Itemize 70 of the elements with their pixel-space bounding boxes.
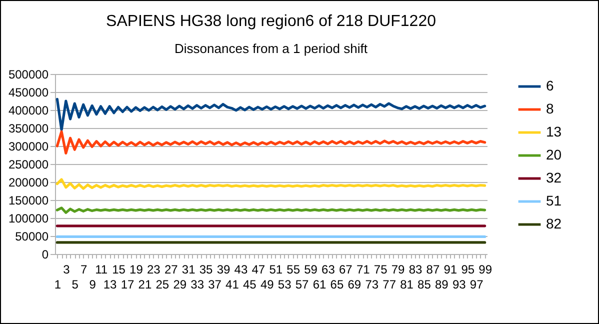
x-tick-label: 23: [147, 262, 161, 276]
y-tick-label: 150000: [8, 194, 49, 208]
x-tick-label: 91: [444, 262, 458, 276]
x-tick-label: 85: [418, 278, 432, 292]
x-tick-label: 33: [190, 278, 204, 292]
x-tick-label: 59: [304, 262, 318, 276]
x-tick-label: 21: [138, 278, 152, 292]
chart-title: SAPIENS HG38 long region6 of 218 DUF1220: [106, 13, 436, 30]
x-tick-label: 27: [164, 262, 178, 276]
x-tick-label: 99: [478, 262, 492, 276]
y-tick-label: 450000: [8, 86, 49, 100]
x-tick-label: 47: [252, 262, 266, 276]
legend-label: 6: [546, 78, 554, 94]
x-tick-label: 15: [112, 262, 126, 276]
y-tick-label: 100000: [8, 212, 49, 226]
x-tick-label: 5: [72, 278, 79, 292]
x-tick-label: 7: [80, 262, 88, 276]
x-tick-label: 93: [452, 278, 466, 292]
x-tick-label: 81: [400, 278, 414, 292]
x-tick-label: 95: [461, 262, 475, 276]
x-tick-label: 53: [278, 278, 292, 292]
x-tick-label: 87: [426, 262, 440, 276]
legend-label: 32: [546, 170, 562, 186]
y-tick-label: 250000: [8, 158, 49, 172]
y-tick-label: 300000: [8, 140, 49, 154]
x-tick-label: 49: [260, 278, 274, 292]
x-tick-label: 29: [173, 278, 187, 292]
x-tick-label: 25: [156, 278, 170, 292]
x-tick-label: 11: [95, 262, 108, 276]
x-tick-label: 89: [435, 278, 449, 292]
y-tick-label: 50000: [15, 230, 49, 244]
x-tick-label: 39: [216, 262, 230, 276]
x-tick-label: 55: [286, 262, 300, 276]
x-tick-label: 45: [243, 278, 257, 292]
x-tick-label: 97: [470, 278, 484, 292]
legend-label: 8: [546, 100, 554, 116]
x-tick-label: 63: [322, 262, 336, 276]
x-tick-label: 69: [348, 278, 362, 292]
x-tick-label: 75: [374, 262, 388, 276]
legend-label: 51: [546, 192, 562, 208]
y-tick-label: 350000: [8, 122, 49, 136]
chart-subtitle: Dissonances from a 1 period shift: [174, 41, 368, 56]
y-tick-label: 400000: [8, 104, 49, 118]
y-tick-label: 200000: [8, 176, 49, 190]
x-tick-label: 77: [382, 278, 396, 292]
x-tick-label: 19: [130, 262, 144, 276]
x-tick-label: 3: [63, 262, 70, 276]
x-tick-label: 9: [89, 278, 96, 292]
legend-label: 82: [546, 216, 562, 232]
legend-label: 20: [546, 146, 562, 162]
x-tick-label: 31: [182, 262, 196, 276]
x-tick-label: 37: [208, 278, 222, 292]
x-tick-label: 51: [269, 262, 283, 276]
legend-label: 13: [546, 124, 562, 140]
x-tick-label: 17: [120, 278, 134, 292]
x-tick-label: 57: [295, 278, 310, 292]
y-tick-label: 0: [42, 248, 49, 262]
y-tick-label: 500000: [8, 68, 49, 82]
x-tick-label: 79: [391, 262, 406, 276]
x-tick-label: 43: [234, 262, 248, 276]
x-tick-label: 65: [330, 278, 344, 292]
x-tick-label: 35: [199, 262, 214, 276]
x-tick-label: 13: [103, 278, 118, 292]
x-tick-label: 71: [356, 262, 370, 276]
x-tick-label: 83: [408, 262, 422, 276]
x-tick-label: 61: [312, 278, 326, 292]
x-tick-label: 67: [339, 262, 353, 276]
x-tick-label: 1: [54, 278, 62, 292]
x-tick-label: 73: [365, 278, 379, 292]
x-tick-label: 41: [226, 278, 240, 292]
